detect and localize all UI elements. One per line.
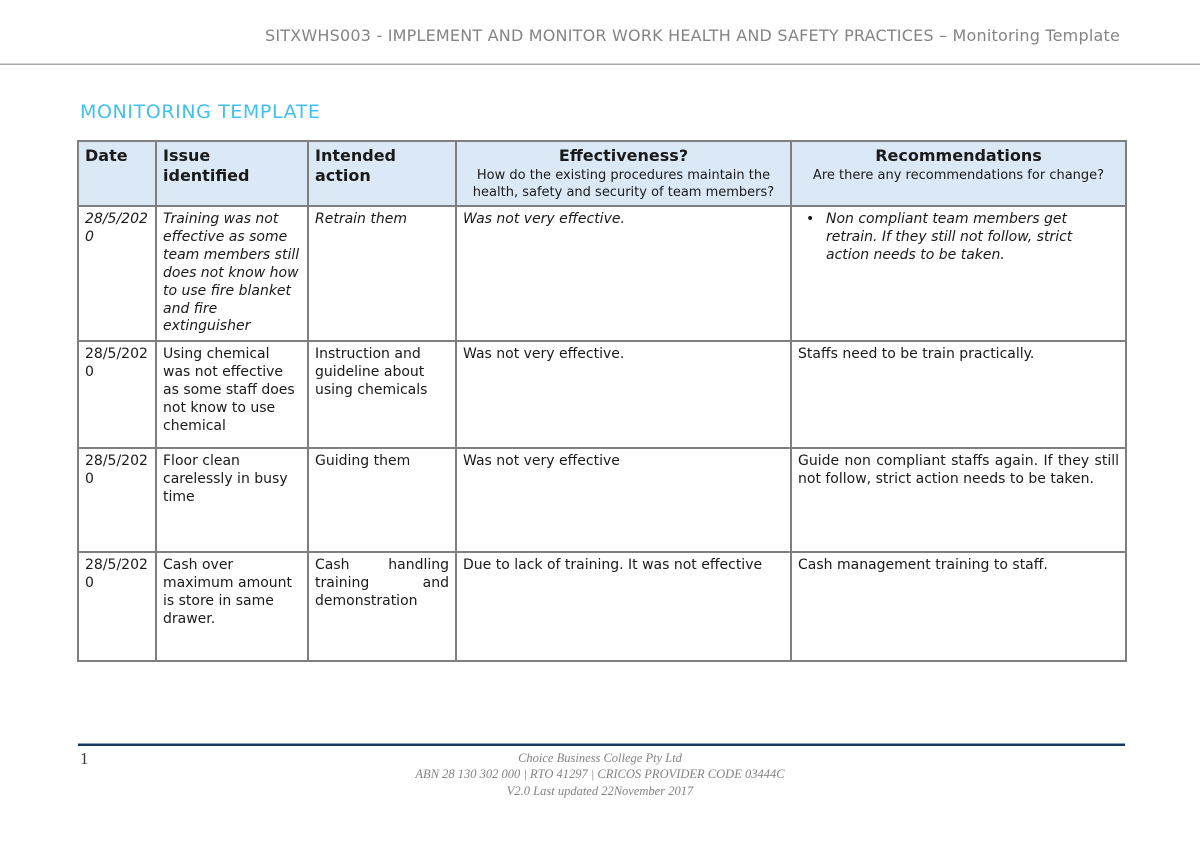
- footer-line-version: V2.0 Last updated 22November 2017: [506, 783, 694, 798]
- bullet-text: Non compliant team members get retrain. …: [826, 210, 1073, 263]
- column-header-effectiveness-subtitle: How do the existing procedures maintain …: [472, 168, 775, 200]
- cell-action: Guiding them: [307, 447, 457, 554]
- column-header-action: Intended action: [307, 140, 457, 207]
- cell-effectiveness: Was not very effective.: [455, 340, 792, 450]
- footer-line-company: Choice Business College Pty Ltd: [518, 751, 682, 765]
- cell-recommendation: Guide non compliant staffs again. If the…: [790, 447, 1127, 554]
- cell-issue: Training was not effective as some team …: [155, 204, 309, 343]
- column-header-effectiveness: Effectiveness? How do the existing proce…: [455, 140, 792, 207]
- cell-action: Instruction and guideline about using ch…: [307, 340, 457, 450]
- document-header-title: SITXWHS003 - IMPLEMENT AND MONITOR WORK …: [265, 26, 1120, 45]
- cell-date: 28/5/2020: [77, 204, 157, 343]
- table-row: 28/5/2020 Training was not effective as …: [77, 204, 1127, 343]
- cell-recommendation: Staffs need to be train practically.: [790, 340, 1127, 450]
- cell-issue: Cash over maximum amount is store in sam…: [155, 551, 309, 663]
- cell-effectiveness: Was not very effective.: [455, 204, 792, 343]
- table-row: 28/5/2020 Using chemical was not effecti…: [77, 340, 1127, 450]
- footer-divider: [78, 743, 1125, 746]
- cell-effectiveness: Due to lack of training. It was not effe…: [455, 551, 792, 663]
- cell-action: Retrain them: [307, 204, 457, 343]
- header-divider: [0, 63, 1200, 65]
- column-header-effectiveness-label: Effectiveness?: [558, 146, 689, 165]
- cell-date: 28/5/2020: [77, 447, 157, 554]
- page-number: 1: [80, 749, 89, 768]
- column-header-recommendations-subtitle: Are there any recommendations for change…: [812, 168, 1105, 184]
- column-header-issue-label: Issue identified: [163, 146, 250, 186]
- cell-recommendation: • Non compliant team members get retrain…: [790, 204, 1127, 343]
- table-header-row: Date Issue identified Intended action Ef…: [77, 140, 1127, 207]
- table-row: 28/5/2020 Floor clean carelessly in busy…: [77, 447, 1127, 554]
- cell-date: 28/5/2020: [77, 340, 157, 450]
- cell-issue: Floor clean carelessly in busy time: [155, 447, 309, 554]
- column-header-recommendations-label: Recommendations: [875, 146, 1042, 165]
- column-header-date: Date: [77, 140, 157, 207]
- cell-action: Cash handling training and demonstration: [307, 551, 457, 663]
- column-header-date-label: Date: [85, 146, 128, 165]
- page-title: MONITORING TEMPLATE: [80, 101, 321, 123]
- bullet-icon: •: [806, 210, 815, 227]
- footer-text: Choice Business College Pty Ltd ABN 28 1…: [0, 750, 1200, 799]
- bullet-list-item: • Non compliant team members get retrain…: [798, 211, 1119, 265]
- cell-date: 28/5/2020: [77, 551, 157, 663]
- footer-line-abn: ABN 28 130 302 000 | RTO 41297 | CRICOS …: [415, 767, 785, 782]
- monitoring-table: Date Issue identified Intended action Ef…: [77, 140, 1127, 663]
- column-header-action-label: Intended action: [315, 146, 396, 186]
- cell-issue: Using chemical was not effective as some…: [155, 340, 309, 450]
- cell-recommendation: Cash management training to staff.: [790, 551, 1127, 663]
- column-header-recommendations: Recommendations Are there any recommenda…: [790, 140, 1127, 207]
- cell-effectiveness: Was not very effective: [455, 447, 792, 554]
- table-row: 28/5/2020 Cash over maximum amount is st…: [77, 551, 1127, 663]
- column-header-issue: Issue identified: [155, 140, 309, 207]
